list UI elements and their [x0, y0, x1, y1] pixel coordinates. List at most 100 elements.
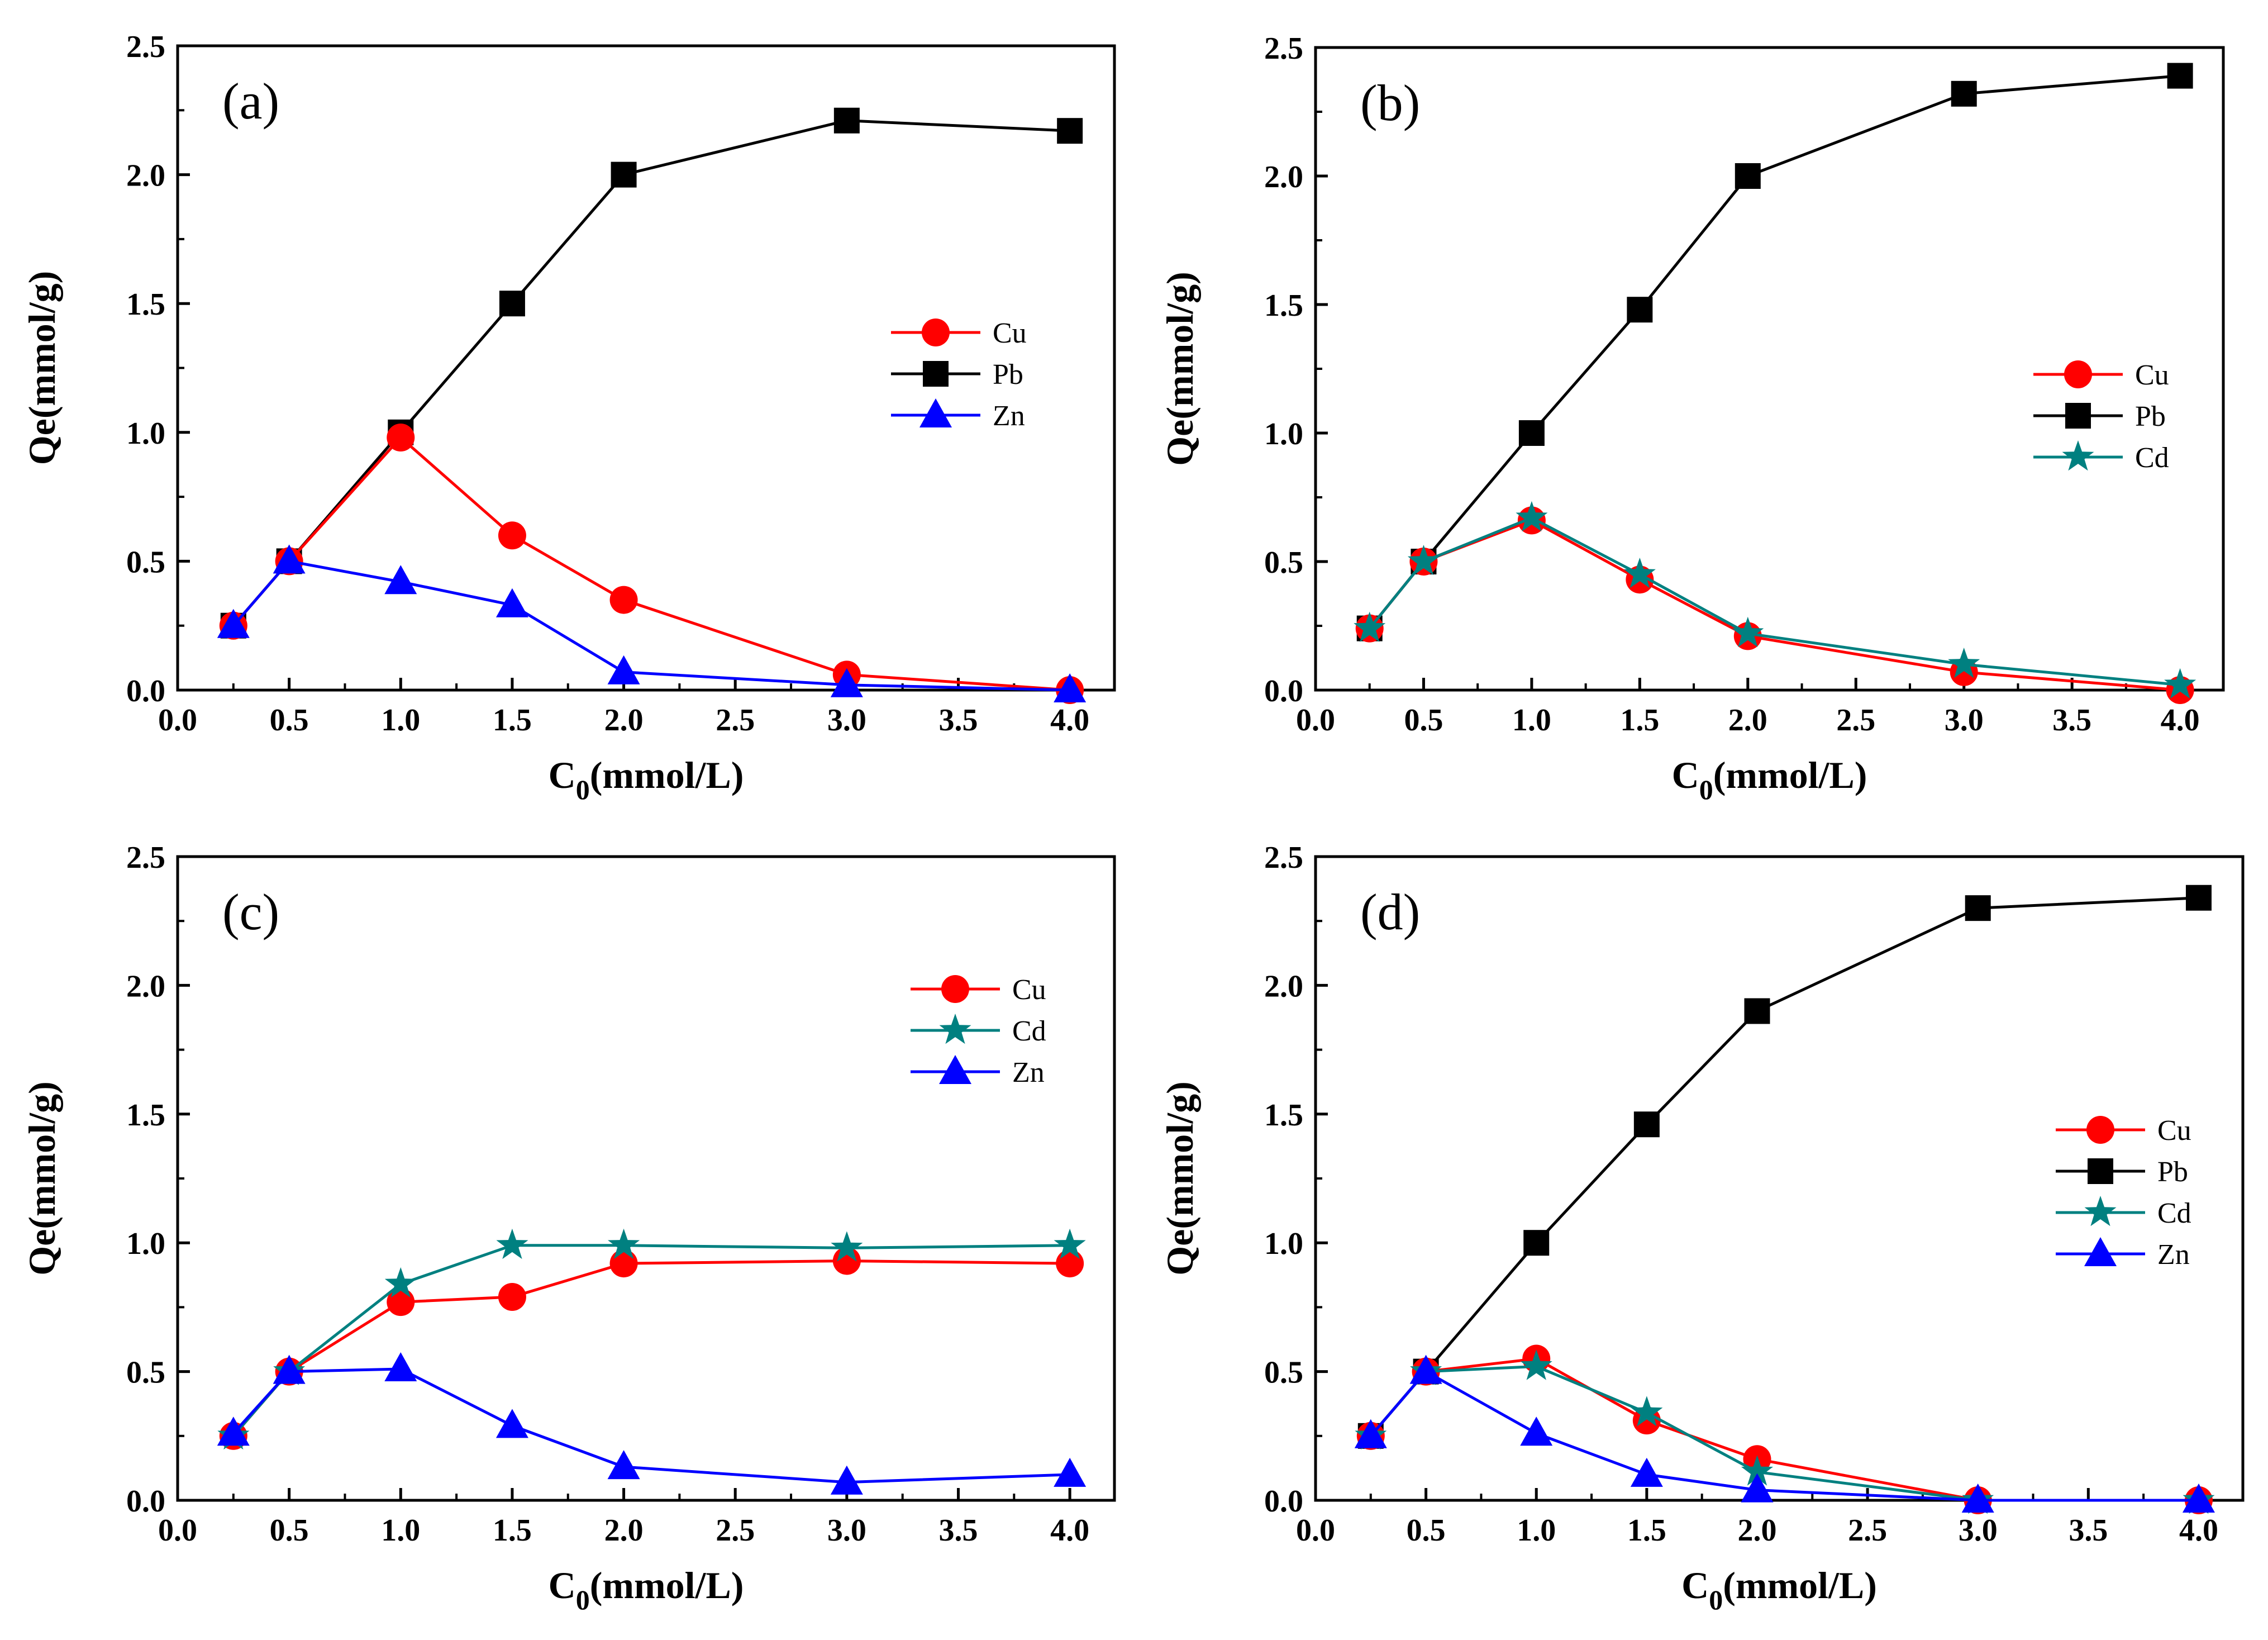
data-point-cd	[1407, 545, 1440, 576]
y-tick-label: 2.5	[1264, 840, 1303, 875]
legend-label: Cu	[993, 317, 1027, 349]
data-point-zn	[1354, 1419, 1387, 1448]
legend-marker	[922, 319, 950, 346]
y-tick-label: 1.5	[126, 287, 165, 322]
x-tick-label: 3.5	[2069, 1513, 2108, 1548]
panel-label: (b)	[1360, 74, 1420, 131]
x-tick-label: 1.5	[1620, 703, 1659, 738]
x-axis-title-subscript: 0	[1699, 774, 1713, 805]
legend: Cu Pb Zn	[891, 317, 1027, 432]
legend-item: Pb	[2033, 401, 2166, 432]
data-point-zn	[607, 655, 640, 684]
data-point-pb	[2167, 63, 2193, 89]
series-zn	[217, 544, 1087, 702]
y-tick-label: 1.5	[1264, 288, 1303, 323]
x-tick-label: 4.0	[1050, 703, 1089, 738]
x-tick-label: 3.5	[2052, 703, 2091, 738]
legend-marker	[919, 398, 952, 427]
series-line-cd	[1368, 516, 2180, 687]
panel-label: (d)	[1360, 883, 1420, 940]
data-point-zn	[607, 1450, 640, 1480]
x-tick-label: 2.0	[1728, 703, 1767, 738]
data-point-cd	[1054, 1228, 1086, 1259]
y-tick-label: 2.5	[1264, 31, 1303, 66]
data-point-zn	[1741, 1473, 1774, 1503]
data-point-cd	[1520, 1349, 1552, 1380]
plot-frame	[176, 44, 1116, 692]
x-tick-label: 1.5	[493, 703, 532, 738]
data-point-zn	[1054, 673, 1087, 702]
x-tick-label: 2.0	[1737, 1513, 1776, 1548]
x-axis-title-subscript: 0	[576, 774, 590, 805]
series-line-pb	[1368, 74, 2180, 630]
y-tick-label: 0.5	[126, 1356, 165, 1390]
x-tick-label: 3.5	[939, 1513, 978, 1548]
legend-item: Cd	[2056, 1196, 2191, 1229]
legend-item: Cu	[891, 317, 1027, 349]
data-point-pb	[1523, 1230, 1550, 1256]
data-point-zn	[217, 609, 250, 638]
x-tick-label: 0.0	[1296, 1513, 1335, 1548]
x-axis-title-unit: (mmol/L)	[590, 1564, 744, 1606]
series-line-cu	[1369, 1357, 2199, 1502]
data-point-pb	[1735, 163, 1761, 189]
data-point-pb	[1744, 998, 1770, 1024]
legend-item: Zn	[2056, 1237, 2190, 1271]
plot-frame	[176, 855, 1116, 1502]
x-tick-label: 1.0	[381, 703, 420, 738]
data-point-pb	[1627, 297, 1653, 323]
data-point-zn	[217, 1416, 250, 1446]
x-tick-label: 3.0	[827, 1513, 866, 1548]
y-tick-label: 2.0	[1264, 969, 1303, 1004]
x-tick-label: 4.0	[1050, 1513, 1089, 1548]
x-tick-label: 2.5	[1848, 1513, 1887, 1548]
legend-label: Zn	[2157, 1239, 2190, 1271]
data-point-cd	[2164, 668, 2196, 699]
x-tick-label: 4.0	[2161, 703, 2200, 738]
x-axis-title-unit: (mmol/L)	[1713, 754, 1867, 796]
x-tick-label: 3.5	[939, 703, 978, 738]
y-tick-label: 0.0	[126, 674, 165, 709]
legend-marker	[941, 975, 969, 1003]
data-point-cd	[1948, 648, 1980, 678]
x-axis-title-main: C	[1672, 754, 1699, 796]
data-point-zn	[1520, 1416, 1553, 1446]
data-point-cd	[1741, 1455, 1773, 1486]
legend-marker	[923, 361, 949, 387]
legend: Cu Pb Cd Zn	[2056, 1115, 2191, 1271]
data-point-pb	[1951, 80, 1977, 107]
x-axis-title-main: C	[1681, 1564, 1709, 1606]
legend-label: Cu	[2135, 359, 2169, 391]
y-tick-label: 0.5	[1264, 1356, 1303, 1390]
data-point-pb	[499, 291, 525, 317]
series-cu	[219, 1247, 1084, 1450]
series-line-cu	[232, 435, 1070, 692]
y-axis-title: Qe(mmol/g)	[21, 271, 63, 465]
x-axis-title-main: C	[549, 754, 576, 796]
y-axis-title: Qe(mmol/g)	[1159, 1081, 1201, 1275]
legend-marker	[939, 1014, 971, 1044]
x-tick-label: 0.0	[158, 703, 197, 738]
y-axis-title: Qe(mmol/g)	[21, 1081, 63, 1275]
series-zn	[217, 1352, 1087, 1495]
data-point-pb	[1965, 895, 1991, 921]
y-tick-label: 0.0	[1264, 1484, 1303, 1519]
y-tick-label: 0.5	[126, 545, 165, 579]
chart-panel: 0.0 0.5 1.0 1.5 2.0 2.5 3.0 3.5 4.0 0.0 0.5 1.0 1.5 2…	[21, 30, 1116, 805]
x-tick-label: 2.0	[604, 1513, 644, 1548]
y-tick-label: 0.5	[1264, 545, 1303, 580]
y-tick-label: 1.5	[1264, 1098, 1303, 1133]
data-point-cd	[1623, 558, 1656, 588]
data-point-zn	[830, 1465, 863, 1495]
series-zn	[1354, 1354, 2215, 1513]
panel-label: (a)	[222, 73, 279, 130]
legend-marker	[2084, 1237, 2117, 1266]
series-pb	[1356, 63, 2193, 641]
legend-item: Zn	[891, 398, 1025, 432]
data-point-zn	[273, 1354, 306, 1384]
x-tick-label: 0.5	[1407, 1513, 1446, 1548]
data-point-cd	[1631, 1396, 1663, 1427]
x-tick-label: 3.0	[1945, 703, 1984, 738]
x-axis-title-main: C	[549, 1564, 576, 1606]
